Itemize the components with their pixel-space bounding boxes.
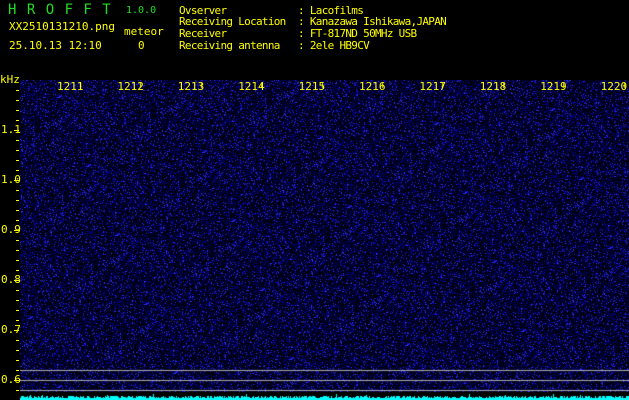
info-value-observer: : Lacofilms [298,4,364,17]
x-tick-label: 1215 [298,80,326,93]
y-tick-mark [14,330,19,331]
x-tick-label: 1217 [419,80,446,93]
info-label-location: Receiving Location [179,15,286,28]
app-version: 1.0.0 [126,5,157,16]
meteor-label: meteor [124,25,164,38]
y-tick-mark [16,340,19,341]
app-title: H R O F F T [8,2,112,18]
y-tick-mark [14,380,19,381]
y-tick-label: 0.8 [1,273,21,286]
y-tick-mark [16,170,19,171]
y-tick-label: 1.0 [1,173,21,186]
y-tick-mark [16,300,19,301]
x-tick-label: 1216 [359,80,386,93]
x-tick-label: 1211 [57,80,84,93]
info-value-antenna: : 2ele HB9CV [298,39,370,52]
info-value-location: : Kanazawa Ishikawa,JAPAN [298,15,447,28]
y-tick-mark [16,210,19,211]
meteor-count: 0 [138,39,145,52]
y-tick-mark [16,90,19,91]
x-tick-label: 1214 [238,80,265,93]
y-tick-mark [16,320,19,321]
y-tick-label: 0.7 [1,323,21,336]
y-tick-label: 1.1 [1,123,21,136]
y-tick-mark [16,140,19,141]
y-tick-mark [16,100,19,101]
info-label-antenna: Receiving antenna [179,39,280,52]
y-tick-mark [16,290,19,291]
spectrogram [20,80,629,400]
y-tick-label: 0.6 [1,373,21,386]
y-tick-mark [14,180,19,181]
x-tick-label: 1219 [540,80,567,93]
info-value-receiver: : FT-817ND 50MHz USB [298,27,417,40]
y-tick-mark [16,350,19,351]
y-tick-mark [16,220,19,221]
info-label-receiver: Receiver [179,27,227,40]
y-tick-mark [14,130,19,131]
x-tick-label: 1212 [117,80,144,93]
y-tick-mark [16,160,19,161]
unit-label: kHz [0,73,20,86]
y-tick-mark [16,250,19,251]
file-name: XX2510131210.png [9,20,115,33]
y-tick-mark [16,370,19,371]
y-tick-mark [14,230,19,231]
x-tick-label: 1220 [600,80,628,93]
x-tick-label: 1218 [479,80,507,93]
file-datetime: 25.10.13 12:10 [9,39,102,52]
y-tick-mark [16,310,19,311]
y-tick-mark [14,280,19,281]
y-tick-mark [16,190,19,191]
y-tick-label: 0.9 [1,223,21,236]
y-tick-mark [16,240,19,241]
x-tick-label: 1213 [177,80,205,93]
y-tick-mark [16,270,19,271]
y-tick-mark [16,150,19,151]
y-tick-mark [16,390,19,391]
y-tick-mark [16,110,19,111]
info-label-observer: Ovserver [179,4,227,17]
y-tick-mark [16,260,19,261]
y-tick-mark [16,120,19,121]
y-tick-mark [16,200,19,201]
y-tick-mark [16,360,19,361]
